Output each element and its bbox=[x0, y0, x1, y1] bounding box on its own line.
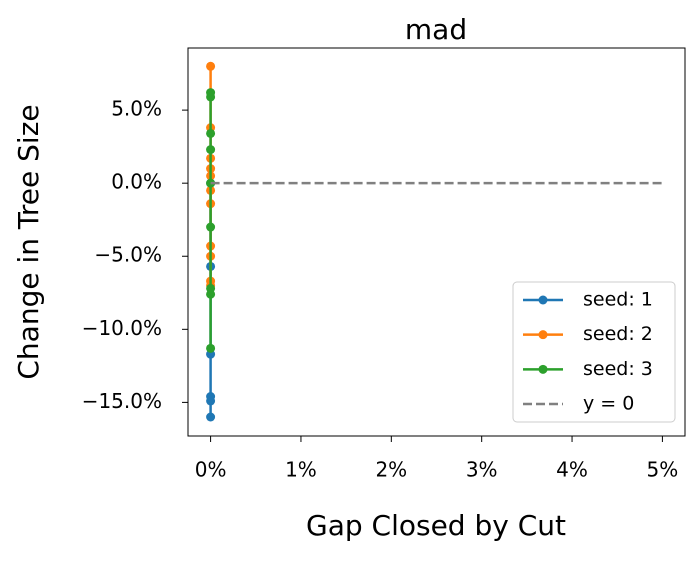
legend-label: seed: 3 bbox=[583, 358, 653, 380]
x-tick-label: 1% bbox=[285, 458, 317, 482]
legend-marker bbox=[538, 330, 548, 340]
data-point bbox=[206, 396, 216, 406]
legend-label: seed: 1 bbox=[583, 289, 653, 311]
legend-marker bbox=[538, 295, 548, 305]
legend-label: y = 0 bbox=[583, 393, 634, 415]
legend-box bbox=[512, 281, 676, 423]
x-tick-label: 2% bbox=[375, 458, 407, 482]
legend-marker bbox=[538, 364, 548, 374]
y-tick-label: 5.0% bbox=[111, 97, 162, 121]
data-point bbox=[206, 289, 216, 299]
data-point bbox=[206, 61, 216, 71]
data-point bbox=[206, 412, 216, 422]
legend-label: seed: 2 bbox=[583, 323, 653, 345]
x-tick-label: 4% bbox=[556, 458, 588, 482]
x-axis-label: Gap Closed by Cut bbox=[306, 509, 566, 542]
data-point bbox=[206, 92, 216, 102]
y-axis-label: Change in Tree Size bbox=[12, 104, 45, 379]
x-tick-label: 0% bbox=[195, 458, 227, 482]
x-tick-label: 5% bbox=[647, 458, 679, 482]
y-tick-label: −10.0% bbox=[82, 316, 162, 340]
x-tick-label: 3% bbox=[466, 458, 498, 482]
data-point bbox=[206, 145, 216, 155]
data-point bbox=[206, 343, 216, 353]
y-tick-label: −15.0% bbox=[82, 389, 162, 413]
plot-frame bbox=[187, 47, 686, 437]
y-tick-label: 0.0% bbox=[111, 170, 162, 194]
data-point bbox=[206, 222, 216, 232]
y-tick-label: −5.0% bbox=[94, 243, 162, 267]
chart-title: mad bbox=[405, 13, 467, 46]
data-point bbox=[206, 128, 216, 138]
